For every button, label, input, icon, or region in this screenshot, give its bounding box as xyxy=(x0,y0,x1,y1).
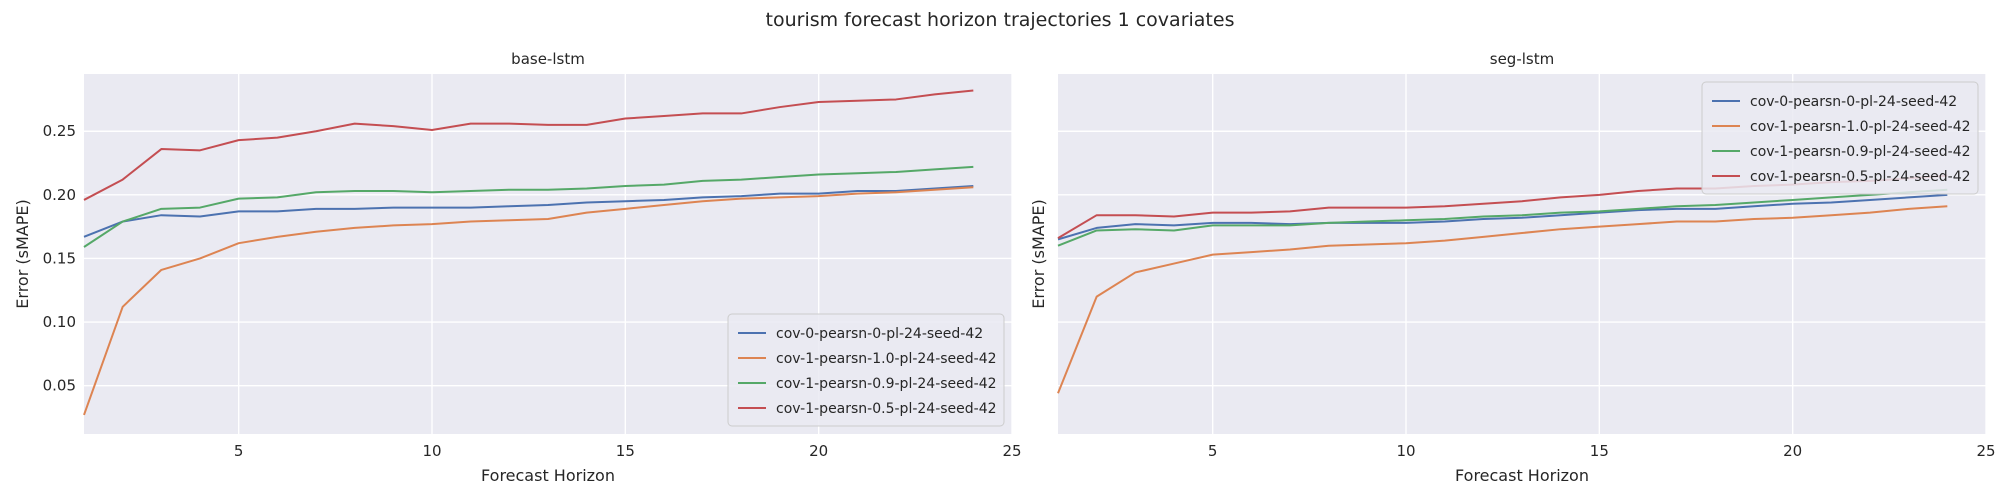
panel-title: base-lstm xyxy=(511,50,585,68)
legend-label: cov-1-pearsn-0.5-pl-24-seed-42 xyxy=(776,401,997,417)
y-tick-label: 0.10 xyxy=(43,313,76,331)
x-tick-label: 10 xyxy=(422,442,441,460)
panels: 5 10 15 20 25 0.05 0.10 0.15 0.20 0.25 Forecast Ho… xyxy=(13,50,1996,485)
x-tick-label: 25 xyxy=(1002,442,1021,460)
x-tick-label: 25 xyxy=(1976,442,1995,460)
legend-label: cov-1-pearsn-1.0-pl-24-seed-42 xyxy=(776,351,997,367)
y-tick-label: 0.25 xyxy=(43,122,76,140)
legend-label: cov-1-pearsn-0.9-pl-24-seed-42 xyxy=(1750,144,1971,160)
x-tick-label: 15 xyxy=(616,442,635,460)
series-line-cov-0-pearsn-0-pl-24-seed-42 xyxy=(1057,193,1948,241)
legend: cov-0-pearsn-0-pl-24-seed-42 cov-1-pearsn… xyxy=(1701,81,1979,195)
series-line-cov-1-pearsn-0.9-pl-24-seed-42 xyxy=(1057,188,1948,247)
x-tick-label: 15 xyxy=(1590,442,1609,460)
legend-label: cov-0-pearsn-0-pl-24-seed-42 xyxy=(1750,94,1957,110)
y-axis-label: Error (sMAPE) xyxy=(13,199,32,308)
legend-label: cov-0-pearsn-0-pl-24-seed-42 xyxy=(776,326,983,342)
y-tick-label: 0.15 xyxy=(43,249,76,267)
x-tick-label: 5 xyxy=(234,442,244,460)
series-line-cov-1-pearsn-1.0-pl-24-seed-42 xyxy=(83,186,974,416)
x-tick-label: 10 xyxy=(1396,442,1415,460)
x-tick-label: 5 xyxy=(1208,442,1218,460)
series-line-cov-1-pearsn-1.0-pl-24-seed-42 xyxy=(1057,205,1948,394)
y-tick-label: 0.05 xyxy=(43,377,76,395)
series-line-cov-1-pearsn-0.5-pl-24-seed-42 xyxy=(83,89,974,201)
chart-panel-seg-lstm: 5 10 15 20 25 Forecast Horizon Error (sMAPE) se… xyxy=(1029,50,1996,485)
legend-box xyxy=(727,313,1005,427)
x-tick-label: 20 xyxy=(1783,442,1802,460)
y-axis-label: Error (sMAPE) xyxy=(1029,199,1048,308)
figure-title: tourism forecast horizon trajectories 1 … xyxy=(766,9,1235,31)
legend-label: cov-1-pearsn-0.5-pl-24-seed-42 xyxy=(1750,169,1971,185)
x-axis-label: Forecast Horizon xyxy=(1455,466,1589,485)
legend: cov-0-pearsn-0-pl-24-seed-42 cov-1-pearsn… xyxy=(727,313,1005,427)
chart-panel-base-lstm: 5 10 15 20 25 0.05 0.10 0.15 0.20 0.25 Forecast Ho… xyxy=(13,50,1022,485)
series-line-cov-0-pearsn-0-pl-24-seed-42 xyxy=(83,184,974,238)
x-tick-label: 20 xyxy=(809,442,828,460)
y-tick-label: 0.20 xyxy=(43,186,76,204)
legend-label: cov-1-pearsn-1.0-pl-24-seed-42 xyxy=(1750,119,1971,135)
legend-box xyxy=(1701,81,1979,195)
legend-label: cov-1-pearsn-0.9-pl-24-seed-42 xyxy=(776,376,997,392)
series-line-cov-1-pearsn-0.9-pl-24-seed-42 xyxy=(83,165,974,248)
x-axis-label: Forecast Horizon xyxy=(481,466,615,485)
panel-title: seg-lstm xyxy=(1490,50,1554,68)
